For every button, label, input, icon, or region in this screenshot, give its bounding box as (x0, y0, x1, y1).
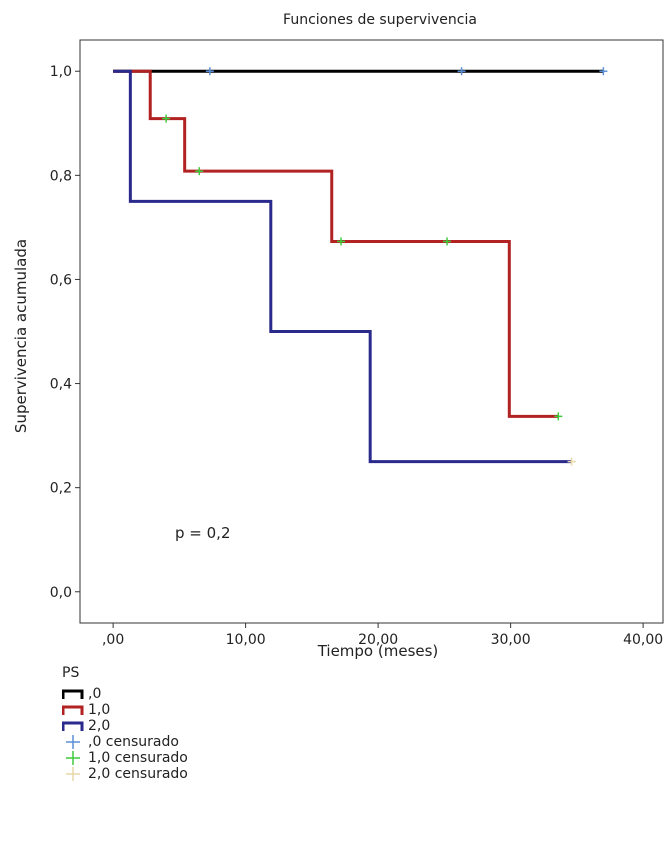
legend-line-swatch (62, 705, 84, 715)
legend-label: ,0 censurado (88, 734, 179, 750)
series-line-1 (113, 69, 559, 418)
legend-entry: 2,0 censurado (62, 766, 362, 782)
x-axis: ,00 10,00 20,00 30,00 40,00 (102, 623, 663, 648)
x-tick-label: 40,00 (623, 632, 663, 648)
legend-label: 2,0 censurado (88, 766, 188, 782)
censor-layer (162, 67, 608, 466)
censor-mark-0 (457, 67, 466, 76)
legend-line-swatch (62, 689, 84, 699)
censor-mark-1 (162, 114, 171, 123)
x-tick-label: 30,00 (491, 632, 531, 648)
plot-frame (79, 39, 664, 624)
x-tick-label: 20,00 (358, 632, 398, 648)
censor-mark-1 (337, 237, 346, 246)
x-axis-title: Tiempo (meses) (317, 642, 439, 660)
legend-label: ,0 (88, 686, 102, 702)
y-tick-label: 0,0 (50, 585, 72, 601)
legend-entry: 1,0 (62, 702, 362, 718)
y-tick-label: 0,6 (50, 272, 72, 288)
censor-mark-0 (599, 67, 608, 76)
legend-entry: 1,0 censurado (62, 750, 362, 766)
x-tick-label: ,00 (102, 632, 124, 648)
series-line-2 (113, 69, 572, 464)
legend-label: 1,0 (88, 702, 111, 718)
legend-label: 2,0 (88, 718, 111, 734)
y-axis-title: Supervivencia acumulada (12, 239, 30, 433)
series-layer (113, 69, 604, 464)
x-tick-label: 10,00 (226, 632, 266, 648)
censor-mark-1 (443, 237, 452, 246)
p-value-annotation: p = 0,2 (175, 524, 230, 542)
y-tick-label: 1,0 (50, 64, 72, 80)
legend-entry: ,0 censurado (62, 734, 362, 750)
y-tick-label: 0,2 (50, 481, 72, 497)
legend-entry: ,0 (62, 686, 362, 702)
censor-mark-1 (195, 167, 204, 176)
censor-mark-1 (554, 412, 563, 421)
legend-line-swatch (62, 721, 84, 731)
y-axis: 0,0 0,2 0,4 0,6 0,8 1,0 (50, 64, 80, 601)
legend-censor-swatch (66, 735, 80, 749)
chart-title: Funciones de supervivencia (283, 12, 477, 28)
censor-mark-2 (567, 457, 576, 466)
legend-entries: ,0 1,0 2,0,0 censurado 1,0 censurado 2,0 cen… (62, 686, 362, 782)
censor-mark-0 (205, 67, 214, 76)
legend-title: PS (62, 665, 80, 681)
y-tick-label: 0,8 (50, 168, 72, 184)
legend: PS ,0 1,0 2,0,0 censurado 1,0 censurado 2,0 … (62, 664, 362, 782)
legend-label: 1,0 censurado (88, 750, 188, 766)
y-tick-label: 0,4 (50, 377, 72, 393)
legend-censor-swatch (66, 767, 80, 781)
legend-censor-swatch (66, 751, 80, 765)
survival-chart: Funciones de supervivencia ,00 10,00 20,00… (12, 12, 664, 660)
legend-entry: 2,0 (62, 718, 362, 734)
